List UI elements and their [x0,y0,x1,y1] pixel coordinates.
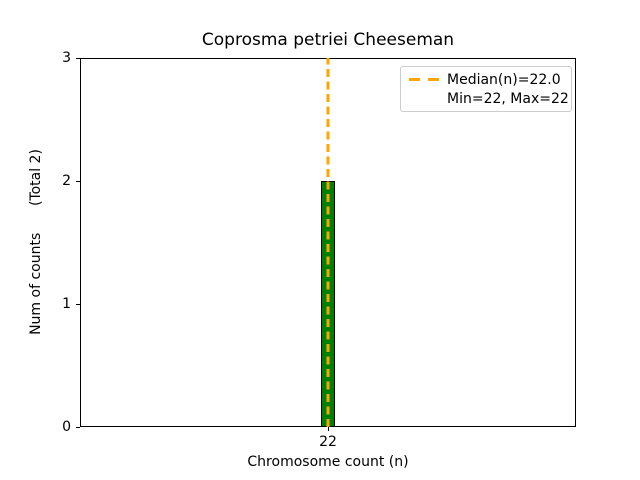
x-tick-label: 22 [319,434,337,450]
histogram-bar [320,181,336,427]
legend-item-median: Median(n)=22.0 [409,70,563,89]
dash-icon [409,78,420,81]
chart-title: Coprosma petriei Cheeseman [201,30,455,50]
y-tick-label: 2 [62,173,71,189]
y-tick-mark [76,57,80,59]
x-axis-label: Chromosome count (n) [247,454,409,470]
legend-label-median: Median(n)=22.0 [447,71,561,88]
y-tick-mark [76,426,80,428]
legend-item-minmax: Min=22, Max=22 [409,89,569,108]
y-tick-label: 3 [62,50,71,66]
median-dash-marker-icon [409,78,439,81]
y-tick-label: 0 [62,419,71,435]
legend-label-minmax: Min=22, Max=22 [447,90,569,107]
y-tick-label: 1 [62,296,71,312]
x-tick-mark [327,427,329,431]
legend: Median(n)=22.0 Min=22, Max=22 [400,66,572,112]
y-tick-mark [76,180,80,182]
dash-icon [428,78,439,81]
y-tick-mark [76,303,80,305]
